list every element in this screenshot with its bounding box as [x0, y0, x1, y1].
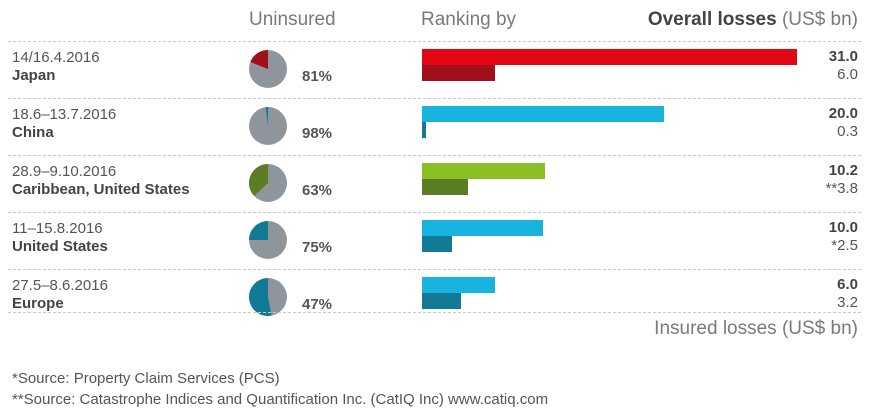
insured-losses-bar: [422, 236, 453, 252]
event-date: 18.6–13.7.2016: [12, 106, 117, 123]
uninsured-pie: [249, 221, 287, 259]
insured-losses-value: *2.5: [831, 237, 858, 254]
pie-insured-slice: [250, 50, 268, 69]
overall-losses-value: 10.0: [828, 219, 858, 236]
overall-losses-title: Overall losses: [647, 9, 777, 30]
chart-row: 18.6–13.7.2016 China 98% 20.0 0.3: [0, 98, 880, 155]
chart-row: 11–15.8.2016 United States 75% 10.0 *2.5: [0, 212, 880, 269]
row-divider: [8, 98, 861, 99]
event-region: Japan: [12, 67, 56, 84]
overall-losses-unit: (US$ bn): [781, 9, 858, 30]
insured-losses-bar: [422, 65, 495, 81]
insured-losses-bar: [422, 293, 461, 309]
uninsured-percent: 98%: [302, 125, 333, 142]
row-divider: [8, 41, 861, 42]
bottom-divider: [8, 312, 861, 313]
uninsured-pie: [248, 278, 287, 316]
insured-losses-value: **3.8: [825, 180, 858, 197]
insured-losses-value: 3.2: [837, 294, 858, 311]
ranking-header: Ranking by: [421, 9, 517, 30]
overall-losses-value: 31.0: [828, 48, 858, 65]
pie-insured-slice: [248, 164, 268, 197]
insured-losses-value: 6.0: [837, 66, 858, 83]
uninsured-header: Uninsured: [249, 9, 336, 30]
event-date: 11–15.8.2016: [12, 220, 103, 237]
insured-losses-bar: [422, 122, 426, 138]
uninsured-pie: [249, 50, 287, 88]
uninsured-pie: [248, 164, 287, 202]
overall-losses-bar: [422, 163, 546, 179]
source-pcs: *Source: Property Claim Services (PCS): [12, 370, 280, 387]
pie-insured-slice: [265, 107, 268, 126]
event-date: 27.5–8.6.2016: [12, 277, 108, 294]
overall-losses-bar: [422, 220, 543, 236]
uninsured-pie: [249, 107, 287, 145]
row-divider: [8, 155, 861, 156]
overall-losses-bar: [422, 277, 495, 293]
uninsured-percent: 75%: [302, 239, 333, 256]
uninsured-percent: 63%: [302, 182, 333, 199]
overall-losses-header: Overall losses (US$ bn): [648, 9, 858, 31]
source-catiq: **Source: Catastrophe Indices and Quanti…: [12, 391, 549, 408]
chart-row: 27.5–8.6.2016 Europe 47% 6.0 3.2: [0, 269, 880, 326]
pie-insured-slice: [249, 221, 268, 240]
event-date: 14/16.4.2016: [12, 49, 100, 66]
chart-row: 14/16.4.2016 Japan 81% 31.0 6.0: [0, 41, 880, 98]
pie-insured-slice: [248, 278, 272, 316]
event-date: 28.9–9.10.2016: [12, 163, 117, 180]
overall-losses-value: 20.0: [828, 105, 858, 122]
row-divider: [8, 212, 861, 213]
event-region: Europe: [12, 295, 64, 312]
insured-losses-bar: [422, 179, 468, 195]
event-region: China: [12, 124, 54, 141]
uninsured-percent: 47%: [302, 296, 333, 313]
chart-row: 28.9–9.10.2016 Caribbean, United States 63…: [0, 155, 880, 212]
insured-losses-label: Insured losses (US$ bn): [654, 318, 858, 339]
insured-losses-value: 0.3: [837, 123, 858, 140]
overall-losses-value: 6.0: [837, 276, 858, 293]
overall-losses-bar: [422, 106, 664, 122]
overall-losses-value: 10.2: [828, 162, 858, 179]
event-region: United States: [12, 238, 108, 255]
event-region: Caribbean, United States: [12, 181, 190, 198]
overall-losses-bar: [422, 49, 797, 65]
uninsured-percent: 81%: [302, 68, 333, 85]
row-divider: [8, 269, 861, 270]
